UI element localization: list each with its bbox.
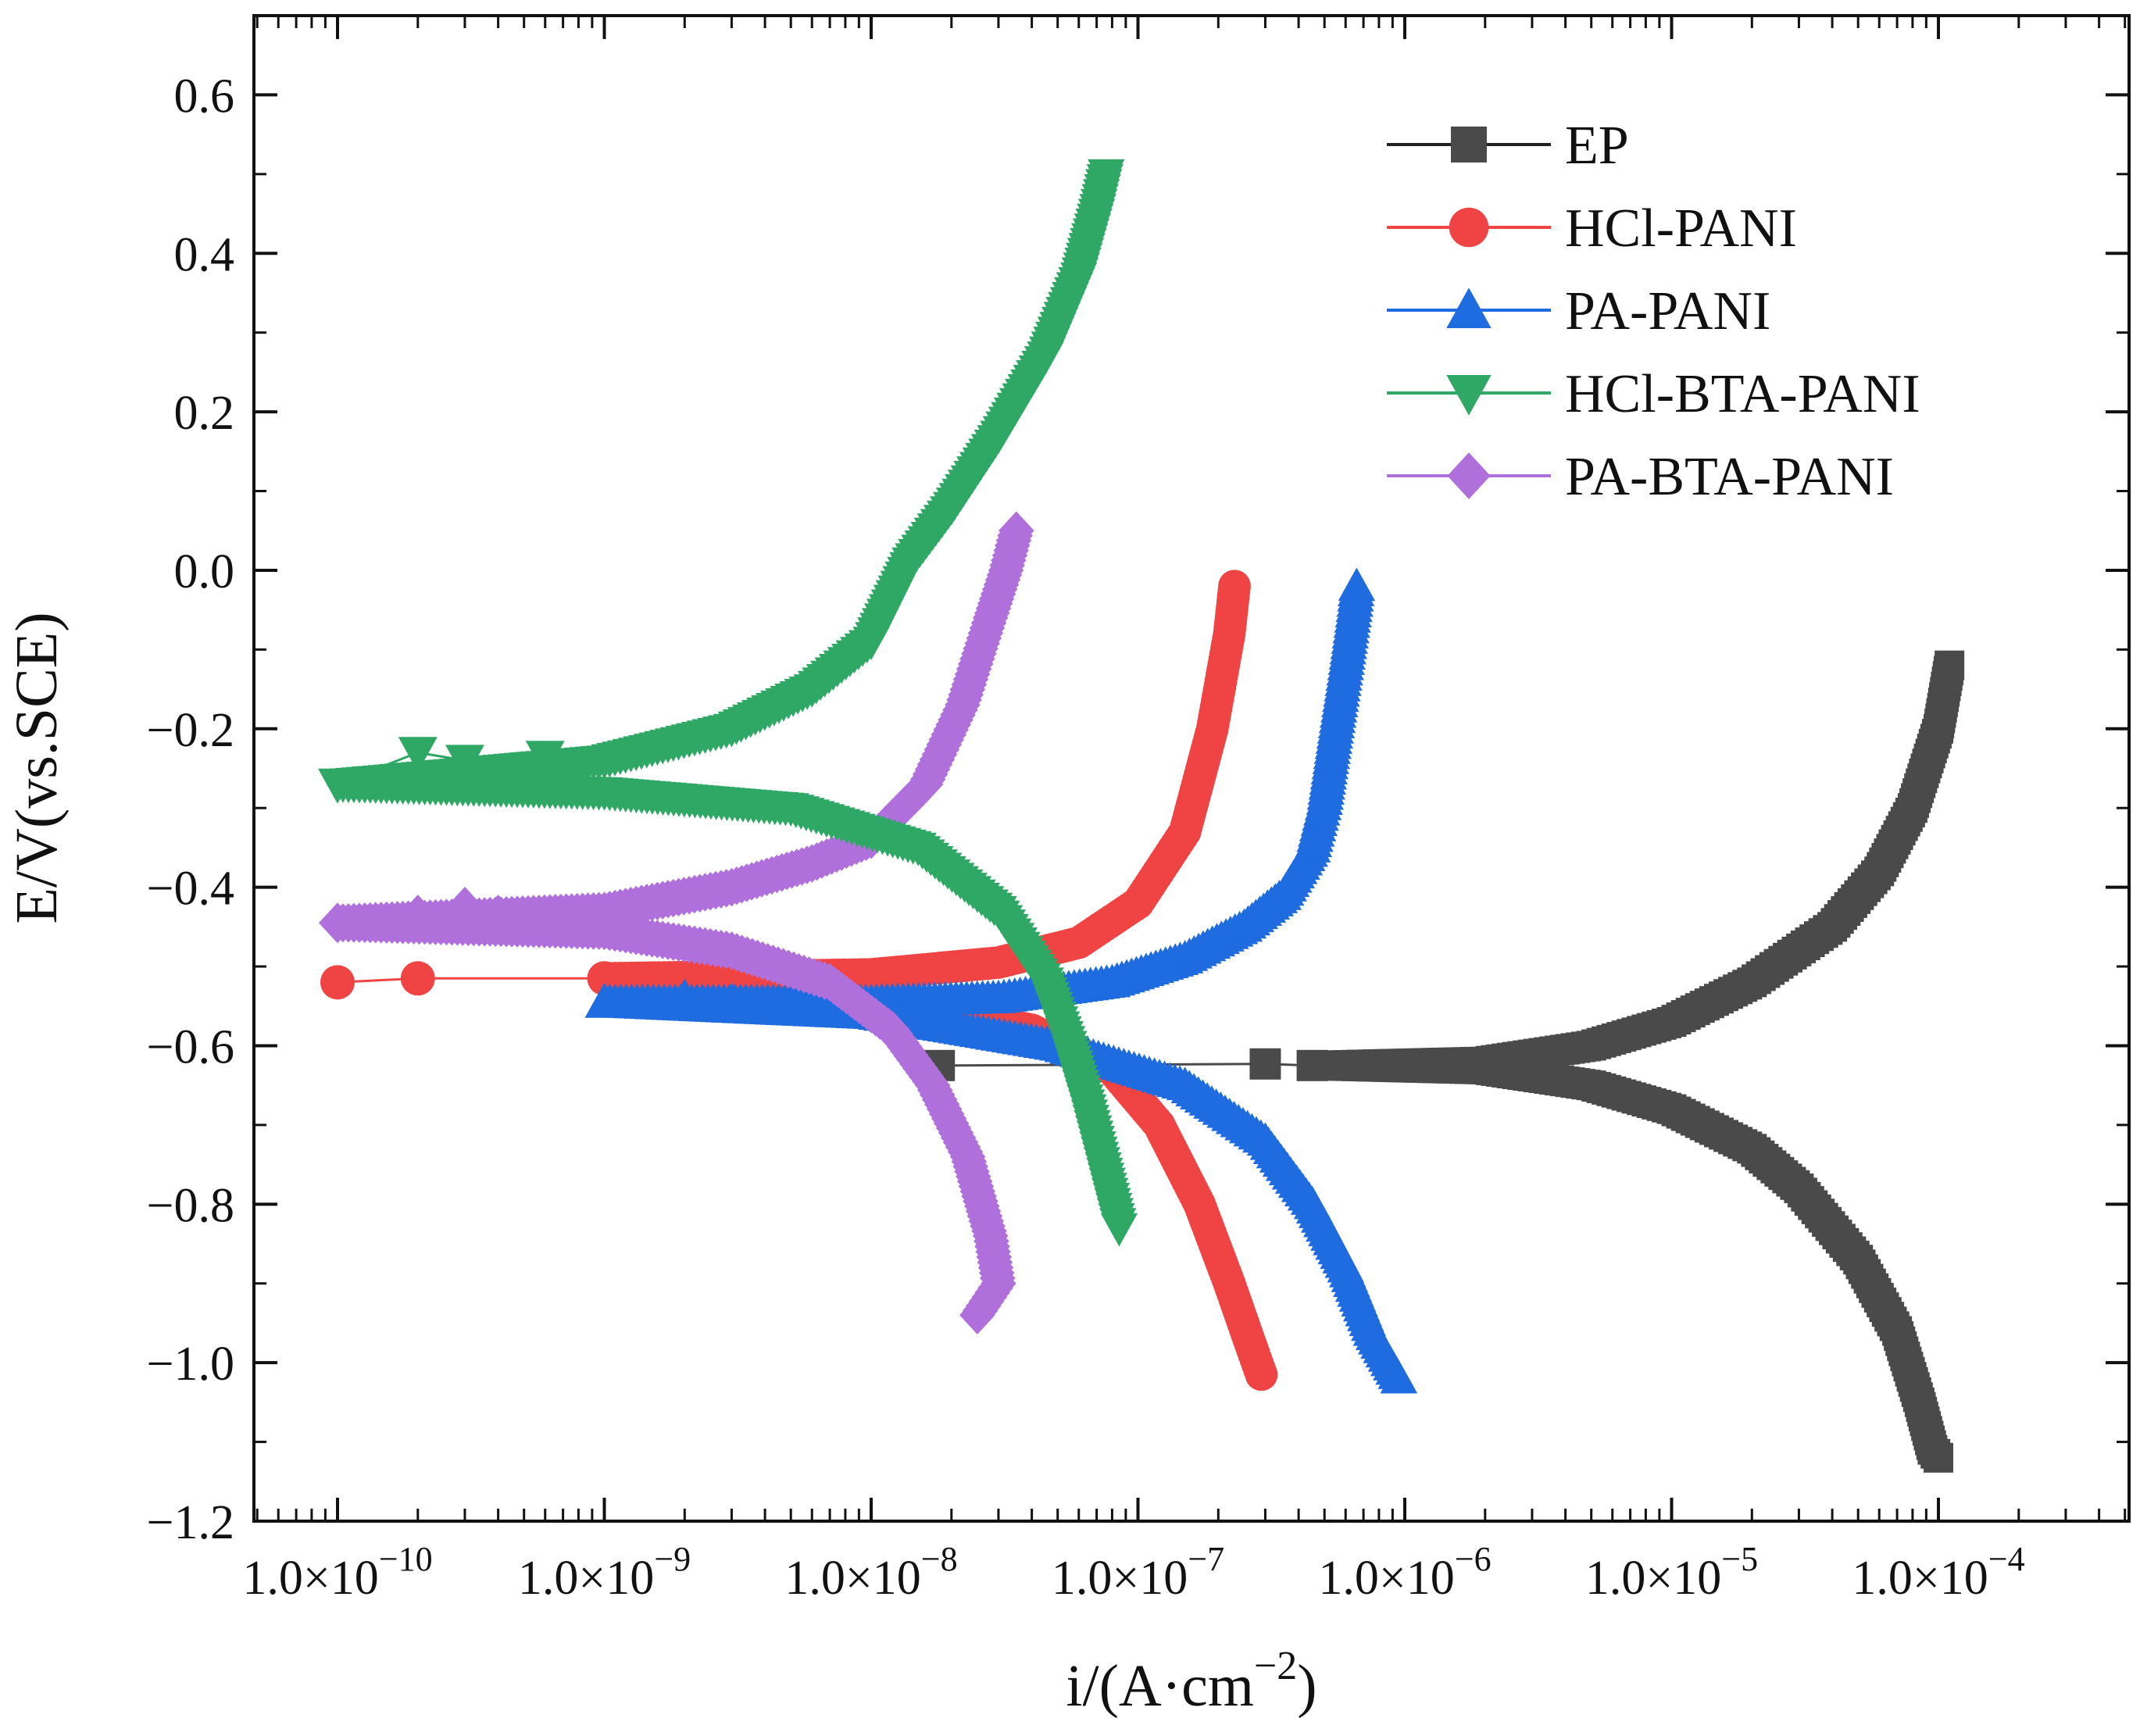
x-axis-title-text: i/(A·cm	[1066, 1653, 1254, 1719]
x-axis-title-suffix: )	[1297, 1653, 1317, 1719]
legend-label-ep: EP	[1565, 116, 1629, 176]
legend-label-hcl-pani: HCl-PANI	[1565, 198, 1797, 259]
x-tick-mantissa: 1.0×10	[1052, 1552, 1188, 1605]
x-axis-title: i/(A·cm−2)	[1066, 1644, 1317, 1719]
hcl-bta-pani-point	[398, 737, 438, 773]
x-tick-mantissa: 1.0×10	[1318, 1552, 1454, 1605]
legend-marker-hcl-pani	[1449, 207, 1489, 248]
y-tick-label: −0.8	[147, 1179, 234, 1232]
y-tick-label: 0.6	[174, 70, 235, 123]
x-tick-exponent: −5	[1721, 1540, 1758, 1578]
x-tick-exponent: −8	[921, 1540, 958, 1578]
pa-pani-cathodic-point	[1380, 1359, 1418, 1394]
series-layer	[318, 159, 1965, 1473]
legend-marker-pa-bta-pani	[1447, 452, 1491, 499]
hcl-pani-cathodic-point	[1245, 1358, 1278, 1391]
x-tick-label: 1.0×10−5	[1585, 1540, 1758, 1605]
y-tick-label: 0.0	[174, 545, 235, 598]
hcl-pani-anodic-point	[1218, 570, 1251, 603]
hcl-pani-point	[320, 965, 355, 1000]
x-tick-label: 1.0×10−4	[1852, 1540, 2024, 1605]
legend-marker-pa-pani	[1446, 288, 1492, 328]
x-axis-title-exponent: −2	[1254, 1644, 1297, 1688]
plot-frame	[252, 14, 2131, 1523]
legend-marker-hcl-bta-pani	[1446, 375, 1492, 416]
pa-pani-anodic-point	[1338, 567, 1376, 602]
x-tick-exponent: −7	[1188, 1540, 1224, 1578]
legend-marker-ep	[1451, 127, 1487, 163]
x-tick-mantissa: 1.0×10	[784, 1552, 920, 1605]
x-tick-label: 1.0×10−9	[518, 1540, 691, 1605]
pa-bta-pani-cathodic-point	[959, 1295, 995, 1335]
pa-bta-pani-anodic-point	[998, 511, 1034, 550]
x-tick-mantissa: 1.0×10	[242, 1552, 378, 1605]
y-tick-label: 0.2	[174, 387, 235, 440]
x-tick-exponent: −4	[1988, 1540, 2025, 1578]
series-hcl-bta-pani	[318, 159, 1138, 1247]
y-tick-label: −1.0	[147, 1338, 234, 1391]
x-tick-exponent: −6	[1455, 1540, 1492, 1578]
legend: EP HCl-PANI PA-PANI HCl-BTA-PANI PA-BTA-PANI	[1387, 116, 1920, 507]
y-tick-label: −1.2	[147, 1496, 234, 1549]
x-tick-exponent: −9	[654, 1540, 691, 1578]
x-tick-mantissa: 1.0×10	[518, 1552, 654, 1605]
x-tick-label: 1.0×10−6	[1318, 1540, 1491, 1605]
x-tick-mantissa: 1.0×10	[1585, 1552, 1721, 1605]
x-tick-label: 1.0×10−7	[1052, 1540, 1224, 1605]
x-tick-label: 1.0×10−8	[784, 1540, 957, 1605]
y-tick-label: 0.4	[174, 228, 235, 281]
y-tick-label: −0.6	[147, 1020, 234, 1073]
y-tick-label: −0.4	[147, 863, 234, 916]
legend-label-pa-pani: PA-PANI	[1565, 281, 1770, 341]
y-tick-label: −0.2	[147, 704, 234, 757]
ep-cathodic-point	[1924, 1442, 1953, 1473]
x-tick-mantissa: 1.0×10	[1852, 1552, 1988, 1605]
x-tick-label: 1.0×10−10	[242, 1540, 432, 1605]
hcl-bta-pani-cathodic-point	[1100, 1213, 1138, 1247]
ep-point	[1249, 1048, 1281, 1080]
axis-layer: 1.0×10−10 1.0×10−9 1.0×10−8 1.0×10−7 1.0×10−…	[147, 16, 2129, 1605]
hcl-bta-pani-anodic-point	[1088, 159, 1125, 193]
legend-label-pa-bta-pani: PA-BTA-PANI	[1565, 447, 1894, 507]
y-axis-title: E/V(vs.SCE)	[4, 613, 70, 924]
series-ep	[924, 650, 1965, 1473]
ep-anodic-point	[1935, 650, 1965, 680]
legend-label-hcl-bta-pani: HCl-BTA-PANI	[1565, 364, 1920, 424]
x-tick-exponent: −10	[379, 1540, 433, 1578]
hcl-pani-point	[400, 961, 435, 996]
